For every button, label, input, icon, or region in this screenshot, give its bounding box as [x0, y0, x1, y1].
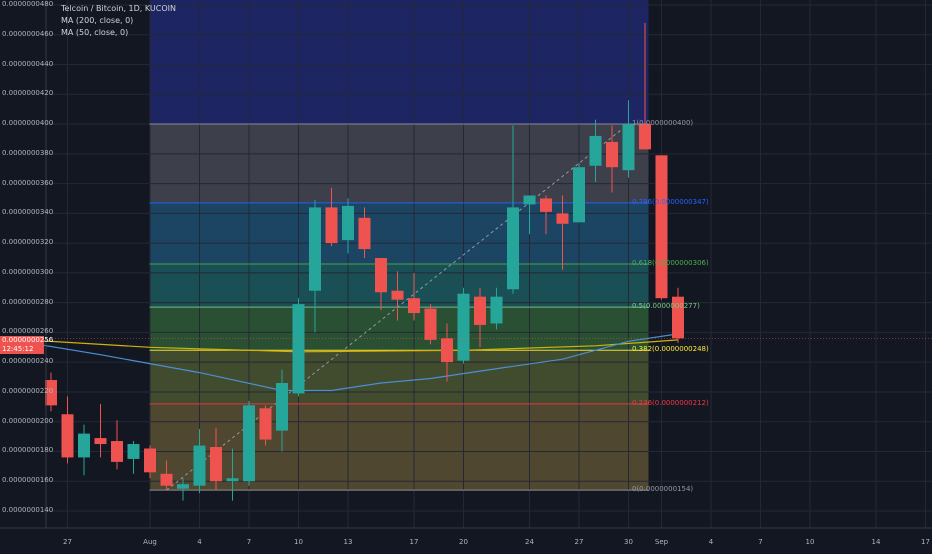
candle-body[interactable]: [94, 438, 107, 445]
candle-body[interactable]: [61, 414, 74, 458]
candle-body[interactable]: [210, 447, 222, 482]
fib-zone-upper: [149, 0, 649, 125]
fib-level-label: 0.236(0.0000000212): [632, 398, 709, 407]
y-tick-label: 0.0000000260: [2, 327, 54, 336]
x-tick-label: 30: [624, 538, 633, 546]
y-tick-label: 0.0000000440: [2, 59, 54, 68]
y-tick-label: 0.0000000180: [2, 446, 54, 455]
candle-body[interactable]: [672, 296, 684, 339]
candle-body[interactable]: [457, 293, 470, 361]
candle-body[interactable]: [556, 213, 569, 224]
fib-level-label: 0(0.0000000154): [632, 485, 694, 494]
x-tick-label: Aug: [143, 538, 157, 546]
y-tick-label: 0.0000000460: [2, 29, 54, 38]
y-tick-label: 0.0000000420: [2, 89, 54, 98]
candle-body[interactable]: [177, 484, 189, 489]
countdown-tag: 12:45:12: [0, 345, 44, 354]
y-tick-label: 0.0000000200: [2, 416, 54, 425]
y-tick-label: 0.0000000360: [2, 178, 54, 187]
candle-body[interactable]: [309, 207, 321, 291]
candle-body[interactable]: [589, 135, 602, 166]
candle-body[interactable]: [424, 308, 437, 340]
y-tick-label: 0.0000000320: [2, 238, 54, 247]
ma200-line: [1, 337, 679, 353]
candle-body[interactable]: [276, 383, 288, 431]
candle-body[interactable]: [160, 473, 173, 486]
candle-body[interactable]: [523, 195, 536, 205]
x-tick-label: 10: [294, 538, 303, 546]
y-tick-label: 0.0000000380: [2, 148, 54, 157]
y-tick-label: 0.0000000160: [2, 476, 54, 485]
last-price-tag: 0.0000000256: [0, 336, 54, 345]
y-tick-label: 0.0000000140: [2, 506, 54, 514]
fib-zone-3: [149, 307, 649, 351]
x-tick-label: 27: [63, 538, 72, 546]
x-tick-label: 27: [574, 538, 584, 546]
ma50-line: [1, 333, 679, 392]
candle-body[interactable]: [78, 433, 90, 458]
candle-body[interactable]: [655, 155, 668, 299]
y-tick-label: 0.0000000400: [2, 119, 54, 128]
candle-body[interactable]: [606, 141, 618, 168]
y-tick-label: 0.0000000240: [2, 357, 54, 366]
fib-zone-5: [149, 403, 649, 491]
ma200-legend[interactable]: MA (200, close, 0): [61, 16, 134, 25]
y-tick-label: 0.0000000220: [2, 386, 54, 395]
candle-body[interactable]: [622, 124, 635, 171]
symbol-title: Telcoin / Bitcoin, 1D, KUCOIN: [61, 4, 177, 13]
candle-body[interactable]: [391, 290, 404, 300]
x-tick-label: 17: [921, 538, 930, 546]
x-tick-label: 13: [343, 538, 353, 546]
fib-level-label: 0.618(0.0000000306): [632, 258, 709, 267]
candle-body[interactable]: [342, 205, 354, 241]
candle-body[interactable]: [639, 124, 651, 150]
candle-body[interactable]: [144, 448, 156, 473]
y-tick-label: 0.0000000300: [2, 267, 54, 276]
x-tick-label: 4: [197, 538, 202, 546]
candle-body[interactable]: [127, 444, 140, 459]
y-tick-label: 0.0000000480: [2, 0, 54, 8]
fib-level-label: 0.5(0.0000000277): [632, 302, 700, 311]
candle-body[interactable]: [408, 298, 420, 314]
candle-body[interactable]: [441, 338, 453, 363]
candle-body[interactable]: [193, 445, 206, 486]
candle-body[interactable]: [540, 198, 552, 212]
candle-body[interactable]: [292, 304, 305, 394]
fib-zone-4: [149, 350, 649, 404]
fib-level-label: 0.382(0.0000000248): [632, 345, 709, 354]
fib-zone-0: [149, 124, 649, 203]
candle-body[interactable]: [111, 441, 123, 462]
candle-body[interactable]: [490, 296, 503, 324]
candle-body[interactable]: [358, 217, 371, 250]
x-tick-label: Sep: [654, 538, 669, 546]
candle-body[interactable]: [226, 478, 239, 482]
y-tick-label: 0.0000000280: [2, 297, 54, 306]
candle-body[interactable]: [325, 207, 338, 244]
candle-body[interactable]: [474, 296, 486, 325]
candle-body[interactable]: [573, 167, 585, 223]
x-tick-label: 20: [459, 538, 468, 546]
y-tick-label: 0.0000000340: [2, 208, 54, 217]
candle-body[interactable]: [507, 207, 519, 290]
candle-body[interactable]: [375, 258, 387, 293]
x-tick-label: 7: [758, 538, 763, 546]
candle-body[interactable]: [45, 380, 57, 406]
fib-level-label: 1(0.0000000400): [632, 119, 694, 128]
candle-body[interactable]: [243, 405, 255, 482]
x-tick-label: 4: [708, 538, 714, 546]
x-tick-label: 7: [246, 538, 252, 546]
x-tick-label: 14: [871, 538, 881, 546]
fib-level-label: 0.786(0.0000000347): [632, 197, 709, 206]
x-tick-label: 17: [409, 538, 419, 546]
ma50-legend[interactable]: MA (50, close, 0): [61, 28, 129, 37]
candle-body[interactable]: [259, 408, 272, 440]
x-tick-label: 24: [525, 538, 534, 546]
fib-zone-2: [149, 263, 649, 308]
x-tick-label: 10: [805, 538, 815, 546]
